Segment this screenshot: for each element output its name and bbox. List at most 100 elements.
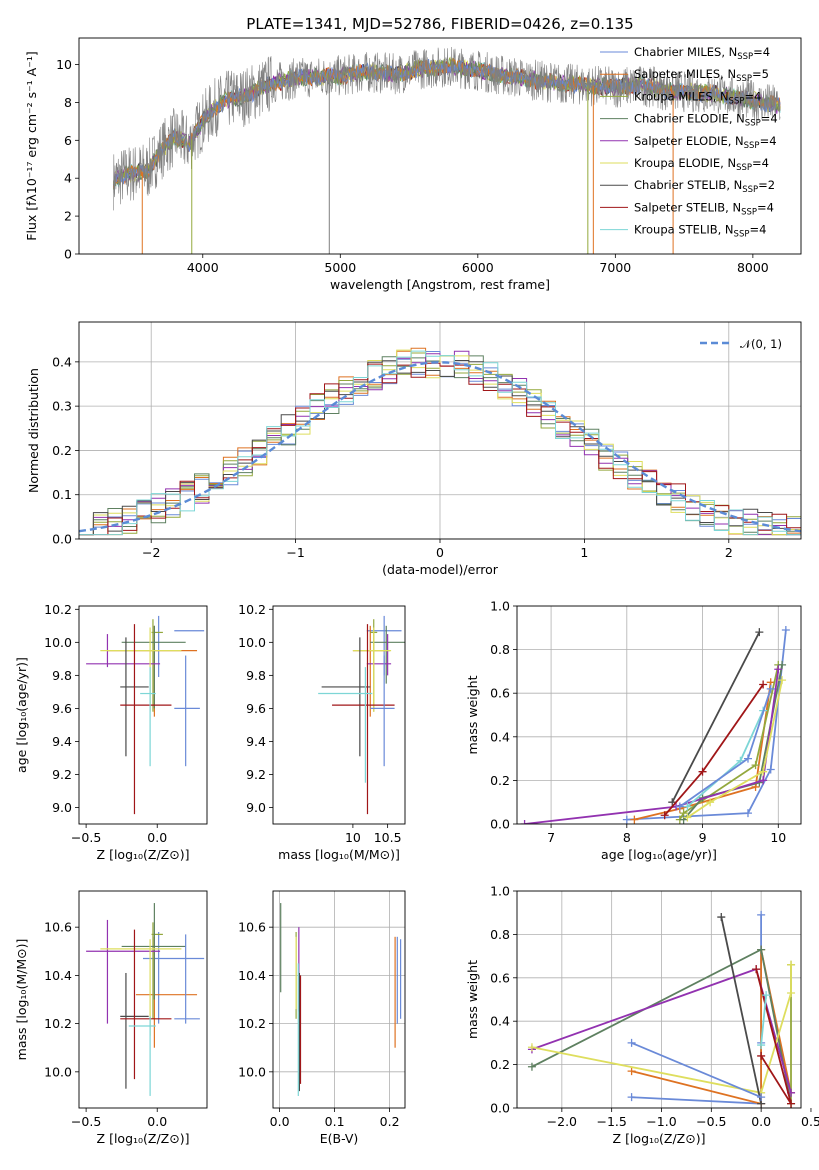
- legend: Chabrier MILES, NSSP=4 Salpeter MILES, NS…: [600, 45, 778, 240]
- y-tick-label: 0.4: [490, 1014, 510, 1029]
- figure-title: PLATE=1341, MJD=52786, FIBERID=0426, z=0…: [246, 15, 633, 33]
- weight-vs-metallicity-panel: −2.0 −1.5 −1.0 −0.5 0.0 0.5 0.0 0.2 0.4 0.6 0.8 1.0…: [465, 884, 819, 1147]
- y-tick-label: 2: [64, 209, 72, 224]
- mass-weight-point: [762, 991, 771, 1000]
- mass-vs-metallicity-panel: −0.5 0.0 10.0 10.2 10.4 10.6 Z [log₁₀(Z/Z⊙)] ma…: [14, 890, 208, 1146]
- mass-vs-extinction-panel: 0.0 0.1 0.2 10.0 10.2 10.4 10.6 E(B-V): [238, 890, 406, 1146]
- legend-entry: Chabrier MILES, NSSP=4: [634, 45, 770, 62]
- mass-weight-point: [627, 1038, 636, 1047]
- y-tick-label: 0.3: [52, 399, 72, 414]
- mass-weight-point: [683, 802, 692, 811]
- y-tick-label: 0.8: [490, 642, 510, 657]
- plot-area: [79, 322, 801, 539]
- mass-weight-point: [759, 776, 768, 785]
- mass-weight-point: [757, 1041, 766, 1050]
- y-tick-label: 0.0: [490, 1101, 510, 1116]
- mass-weight-point: [527, 1062, 536, 1071]
- x-tick-label: 0: [436, 545, 444, 560]
- y-tick-label: 10.2: [44, 1016, 72, 1031]
- residual-histogram: [79, 360, 801, 536]
- y-tick-label: 0.2: [490, 1057, 510, 1072]
- legend-entry: Kroupa ELODIE, NSSP=4: [634, 156, 769, 173]
- mass-weight-point: [622, 815, 631, 824]
- x-tick-label: −1.5: [596, 1114, 626, 1129]
- mass-weight-point: [787, 988, 796, 997]
- x-axis-label: wavelength [Angstrom, rest frame]: [330, 277, 550, 292]
- mass-weight-point: [757, 945, 766, 954]
- x-tick-label: 9: [699, 830, 707, 845]
- y-tick-label: 10.6: [44, 920, 72, 935]
- y-tick-label: 10.0: [44, 635, 72, 650]
- x-tick-label: 10: [770, 830, 786, 845]
- y-axis-label: mass [log₁₀(M/M⊙)]: [14, 939, 29, 1061]
- axes-frame: [78, 321, 802, 540]
- x-axis-label: (data-model)/error: [382, 562, 499, 577]
- x-tick-label: 7: [547, 830, 555, 845]
- y-tick-label: 0.0: [52, 532, 72, 547]
- residual-histogram: [79, 349, 801, 536]
- axes-frame: [78, 890, 208, 1109]
- mass-weight-point: [755, 628, 764, 637]
- mass-weight-point: [660, 811, 669, 820]
- x-tick-label: 0.2: [380, 1114, 400, 1129]
- mass-weight-line: [631, 1042, 762, 1099]
- y-axis-label: mass weight: [465, 960, 480, 1039]
- legend-entry: Salpeter MILES, NSSP=5: [634, 67, 769, 84]
- x-tick-label: −0.5: [696, 1114, 726, 1129]
- y-axis-label: mass weight: [465, 675, 480, 754]
- x-axis-label: mass [log₁₀(M/M⊙)]: [278, 847, 400, 862]
- axes-frame: [272, 890, 406, 1109]
- plot-area: [318, 615, 405, 815]
- y-tick-label: 0.2: [490, 773, 510, 788]
- plot-area: [112, 46, 781, 254]
- mass-weight-point: [527, 1043, 536, 1052]
- mass-weight-point: [698, 767, 707, 776]
- y-tick-label: 10.0: [238, 1064, 266, 1079]
- mass-weight-line: [631, 949, 792, 1105]
- legend-entry: Kroupa STELIB, NSSP=4: [634, 223, 766, 240]
- plot-area: [273, 891, 405, 1108]
- legend-entry: Chabrier ELODIE, NSSP=4: [634, 112, 778, 129]
- x-axis-label: age [log₁₀(age/yr)]: [601, 847, 717, 862]
- y-tick-label: 10.4: [238, 968, 266, 983]
- y-tick-label: 0.4: [52, 354, 72, 369]
- normal-reference-curve: [79, 361, 801, 533]
- axes-frame: [272, 605, 406, 825]
- y-tick-label: 9.4: [52, 734, 72, 749]
- y-tick-label: 0.1: [52, 487, 72, 502]
- mass-weight-line: [686, 679, 783, 819]
- mass-weight-point: [717, 913, 726, 922]
- y-tick-label: 4: [64, 171, 72, 186]
- x-tick-label: 0.5: [801, 1114, 819, 1129]
- legend-entry: Chabrier STELIB, NSSP=2: [634, 178, 775, 195]
- x-tick-label: 0.0: [147, 1114, 167, 1129]
- x-tick-label: 0.0: [147, 830, 167, 845]
- plot-area: [86, 903, 205, 1096]
- x-tick-label: 0.0: [270, 1114, 290, 1129]
- y-tick-label: 0.2: [52, 443, 72, 458]
- mass-weight-point: [766, 765, 775, 774]
- mass-weight-point: [675, 802, 684, 811]
- y-tick-label: 0.4: [490, 729, 510, 744]
- x-tick-label: 5000: [324, 260, 356, 275]
- x-tick-label: 10: [345, 830, 361, 845]
- axes-frame: [516, 890, 802, 1109]
- x-tick-label: 2: [725, 545, 733, 560]
- x-tick-label: 0.1: [325, 1114, 345, 1129]
- mass-weight-point: [774, 665, 783, 674]
- plot-area: [86, 615, 205, 815]
- y-tick-label: 10.4: [44, 968, 72, 983]
- x-axis-label: Z [log₁₀(Z/Z⊙)]: [97, 1131, 190, 1146]
- x-tick-label: 0.0: [751, 1114, 771, 1129]
- y-tick-label: 0.0: [490, 817, 510, 832]
- residual-distribution-panel: −2 −1 0 1 2 0.0 0.1 0.2 0.3 0.4 (data-model)/error…: [26, 321, 802, 577]
- x-tick-label: 1: [580, 545, 588, 560]
- y-tick-label: 10.2: [238, 1016, 266, 1031]
- y-tick-label: 8: [64, 95, 72, 110]
- mass-weight-line: [760, 995, 767, 1046]
- mass-weight-point: [627, 1093, 636, 1102]
- x-tick-label: −2.0: [547, 1114, 577, 1129]
- age-vs-mass-panel: 10 10.5 9.0 9.2 9.4 9.6 9.8 10.0 10.2 mass [log₁₀…: [238, 602, 406, 862]
- mass-weight-point: [778, 660, 787, 669]
